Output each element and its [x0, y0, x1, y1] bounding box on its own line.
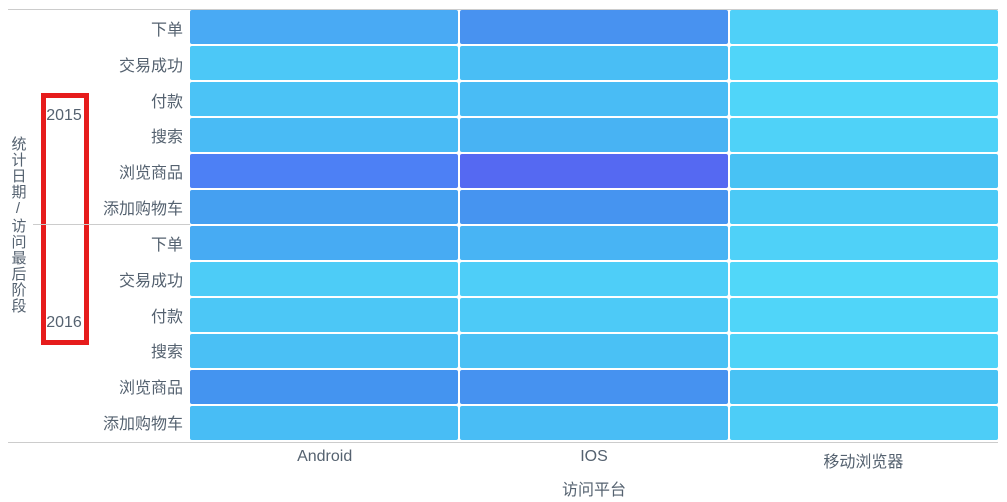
y-axis-title: 统计日期/访问最后阶段 [4, 10, 32, 440]
x-axis-title: 访问平台 [561, 482, 626, 499]
heatmap-cell[interactable] [460, 46, 728, 80]
heatmap-cell[interactable] [190, 190, 458, 224]
heatmap-cell[interactable] [460, 406, 728, 440]
y-stage-label: 浏览商品 [118, 165, 183, 183]
heatmap-cell[interactable] [460, 226, 728, 260]
axis-tick-line-bottom [8, 442, 998, 443]
heatmap-cell[interactable] [190, 370, 458, 404]
heatmap-cell[interactable] [190, 46, 458, 80]
heatmap-cell[interactable] [730, 298, 998, 332]
heatmap-cell[interactable] [730, 226, 998, 260]
heatmap-cell[interactable] [460, 334, 728, 368]
axis-tick-line-top [8, 9, 998, 10]
y-stage-label: 交易成功 [118, 57, 183, 75]
y-axis-group-label-2016: 2016 [46, 314, 82, 331]
heatmap-cell[interactable] [730, 334, 998, 368]
heatmap-cell[interactable] [730, 190, 998, 224]
y-stage-label: 付款 [150, 308, 183, 326]
heatmap-cell[interactable] [190, 82, 458, 116]
heatmap-cell[interactable] [460, 82, 728, 116]
heatmap-grid [190, 10, 998, 440]
heatmap-cell[interactable] [730, 118, 998, 152]
heatmap-cell[interactable] [460, 10, 728, 44]
y-axis-group-label-2015: 2015 [46, 107, 82, 124]
heatmap-cell[interactable] [190, 154, 458, 188]
y-axis-title-text: 统计日期/访问最后阶段 [9, 136, 27, 314]
heatmap-cell[interactable] [460, 262, 728, 296]
heatmap-cell[interactable] [460, 118, 728, 152]
y-stage-label: 添加购物车 [102, 201, 183, 219]
heatmap-cell[interactable] [460, 154, 728, 188]
y-stage-label: 浏览商品 [118, 380, 183, 398]
heatmap-cell[interactable] [190, 298, 458, 332]
heatmap-cell[interactable] [730, 370, 998, 404]
y-stage-label: 搜索 [150, 129, 183, 147]
heatmap-cell[interactable] [190, 334, 458, 368]
heatmap-cell[interactable] [460, 370, 728, 404]
heatmap-cell[interactable] [730, 262, 998, 296]
heatmap-cell[interactable] [460, 298, 728, 332]
heatmap-cell[interactable] [190, 10, 458, 44]
axis-tick-line-middle [33, 224, 190, 225]
y-stage-labels: 下单 交易成功 付款 搜索 浏览商品 添加购物车 下单 交易成功 付款 搜索 浏览商品 添加购物车 [95, 10, 183, 440]
heatmap-cell[interactable] [730, 46, 998, 80]
x-label-ios: IOS [580, 448, 608, 465]
y-stage-label: 付款 [150, 93, 183, 111]
heatmap-cell[interactable] [730, 406, 998, 440]
y-stage-label: 添加购物车 [102, 416, 183, 434]
heatmap-cell[interactable] [460, 190, 728, 224]
y-stage-label: 搜索 [150, 344, 183, 362]
heatmap-cell[interactable] [730, 82, 998, 116]
y-stage-label: 下单 [150, 236, 183, 254]
heatmap-cell[interactable] [730, 154, 998, 188]
y-stage-label: 下单 [150, 21, 183, 39]
x-label-mobile-browser: 移动浏览器 [823, 454, 904, 471]
heatmap-cell[interactable] [190, 226, 458, 260]
year-highlight-box [41, 93, 89, 345]
y-stage-label: 交易成功 [118, 272, 183, 290]
heatmap-cell[interactable] [190, 406, 458, 440]
heatmap-cell[interactable] [190, 118, 458, 152]
heatmap-cell[interactable] [730, 10, 998, 44]
x-label-android: Android [297, 448, 353, 465]
heatmap-cell[interactable] [190, 262, 458, 296]
x-axis-labels: Android IOS 移动浏览器 [190, 448, 998, 472]
